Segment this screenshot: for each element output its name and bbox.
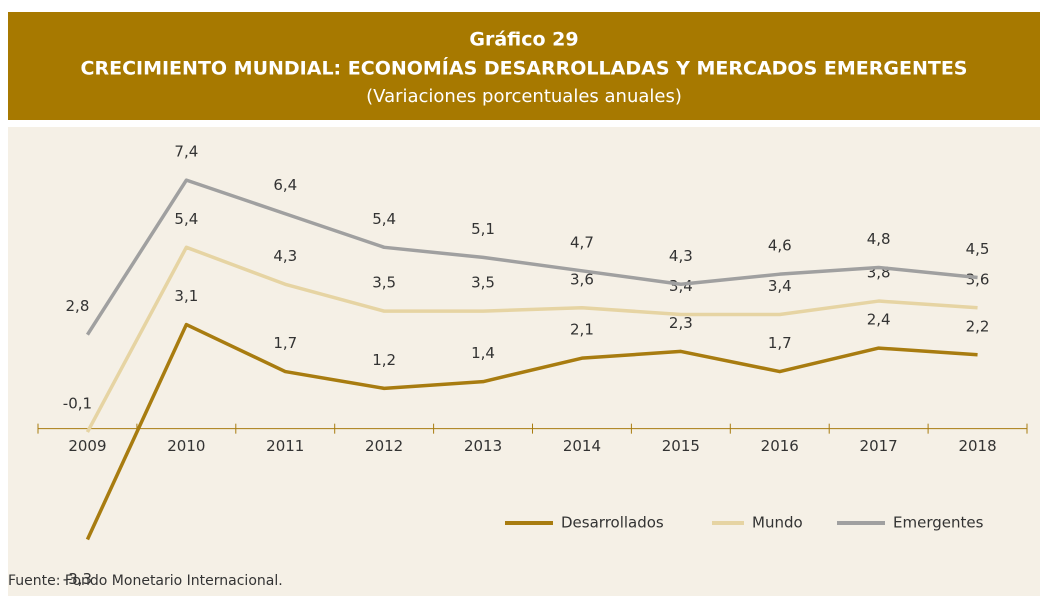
x-tick-label: 2009 — [68, 437, 106, 455]
data-label: 2,2 — [966, 317, 990, 335]
data-label: 6,4 — [273, 176, 297, 194]
x-tick-label: 2011 — [266, 437, 304, 455]
data-label: 2,4 — [867, 311, 891, 329]
data-label: 3,6 — [966, 270, 990, 288]
data-label: 7,4 — [174, 143, 198, 161]
chart-number: Gráfico 29 — [469, 29, 578, 51]
data-label: 4,3 — [669, 247, 693, 265]
data-label: 1,2 — [372, 351, 396, 369]
header — [8, 12, 1040, 120]
data-label: 1,7 — [273, 334, 297, 352]
x-tick-label: 2017 — [860, 437, 898, 455]
data-label: 3,6 — [570, 270, 594, 288]
x-tick-label: 2010 — [167, 437, 205, 455]
legend-label: Desarrollados — [561, 514, 664, 532]
data-label: -0,1 — [63, 395, 92, 413]
data-label: 3,1 — [174, 287, 198, 305]
data-label: 5,4 — [174, 210, 198, 228]
chart-title: CRECIMIENTO MUNDIAL: ECONOMÍAS DESARROLL… — [81, 57, 968, 80]
series-line — [85, 178, 978, 336]
data-label: 4,7 — [570, 233, 594, 251]
data-label: 1,7 — [768, 334, 792, 352]
data-label: 2,8 — [66, 297, 90, 315]
x-tick-label: 2016 — [761, 437, 799, 455]
data-label: 5,1 — [471, 220, 495, 238]
series-line — [85, 322, 978, 541]
data-label: 5,4 — [372, 210, 396, 228]
legend-label: Mundo — [752, 514, 803, 532]
data-label: 3,5 — [471, 274, 495, 292]
data-label: 1,4 — [471, 344, 495, 362]
source: Fuente: Fondo Monetario Internacional. — [8, 573, 283, 589]
x-tick-label: 2018 — [958, 437, 996, 455]
legend-label: Emergentes — [893, 514, 984, 532]
series-line — [85, 245, 978, 433]
data-label: 3,5 — [372, 274, 396, 292]
data-label: 4,5 — [966, 240, 990, 258]
x-tick-label: 2013 — [464, 437, 502, 455]
data-label: 4,3 — [273, 247, 297, 265]
x-tick-label: 2012 — [365, 437, 403, 455]
data-label: 4,8 — [867, 230, 891, 248]
data-label: 2,3 — [669, 314, 693, 332]
chart-subtitle: (Variaciones porcentuales anuales) — [366, 86, 682, 107]
x-tick-label: 2014 — [563, 437, 601, 455]
data-label: -3,3 — [63, 570, 92, 588]
data-label: 4,6 — [768, 237, 792, 255]
data-label: 3,4 — [768, 277, 792, 295]
x-tick-label: 2015 — [662, 437, 700, 455]
data-label: 2,1 — [570, 321, 594, 339]
plot-background — [8, 127, 1040, 596]
